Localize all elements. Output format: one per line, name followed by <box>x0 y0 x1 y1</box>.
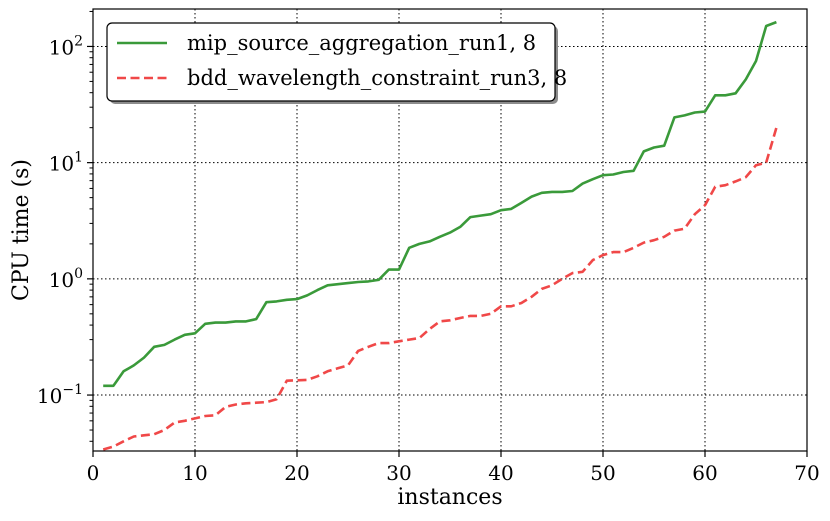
x-tick-label: 50 <box>590 461 615 485</box>
legend-box <box>106 22 556 102</box>
x-axis-label: instances <box>397 485 502 510</box>
axis-ticks: 0 10 20 30 40 50 60 70 10−1 100 101 102 <box>37 10 820 485</box>
series-line-2 <box>102 127 778 451</box>
legend-label-2: bdd_wavelength_constraint_run3, 8 <box>187 66 567 90</box>
legend: mip_source_aggregation_run1, 8 bdd_wavele… <box>106 22 567 104</box>
y-tick-label: 102 <box>49 33 83 59</box>
x-tick-label: 10 <box>182 461 207 485</box>
y-tick-label: 10−1 <box>37 382 83 408</box>
x-tick-label: 40 <box>488 461 513 485</box>
y-tick-label: 101 <box>49 150 83 176</box>
x-tick-label: 20 <box>284 461 309 485</box>
x-tick-label: 70 <box>794 461 819 485</box>
x-tick-label: 60 <box>692 461 717 485</box>
plot-frame <box>92 8 808 452</box>
legend-label-1: mip_source_aggregation_run1, 8 <box>187 31 536 55</box>
y-axis-label: CPU time (s) <box>9 159 34 301</box>
y-tick-label: 100 <box>49 266 83 292</box>
x-tick-label: 30 <box>386 461 411 485</box>
series-lines <box>102 20 778 451</box>
series-line-1 <box>103 20 777 388</box>
x-tick-label: 0 <box>87 461 100 485</box>
